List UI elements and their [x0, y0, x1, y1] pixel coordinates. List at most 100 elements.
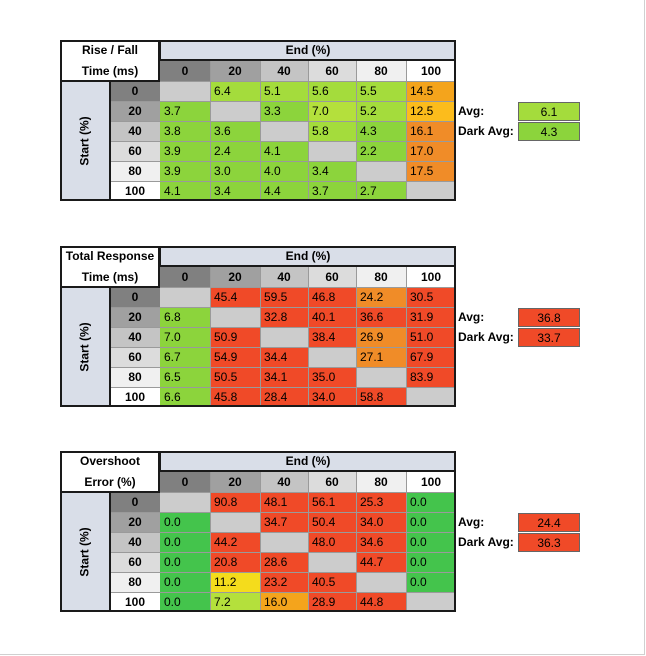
data-cell: 38.4: [308, 327, 356, 347]
data-cell: 45.8: [210, 387, 260, 407]
column-header: 20: [210, 266, 260, 287]
end-axis-label: End (%): [160, 451, 456, 471]
data-cell: 58.8: [356, 387, 406, 407]
data-cell: 0.0: [160, 592, 210, 612]
data-cell: 4.1: [260, 141, 308, 161]
data-cell: [308, 141, 356, 161]
data-cell: 32.8: [260, 307, 308, 327]
start-axis-label: Start (%): [60, 81, 110, 201]
start-axis-label-text: Start (%): [78, 322, 92, 372]
data-cell: 4.3: [356, 121, 406, 141]
data-cell: 24.2: [356, 287, 406, 307]
data-cell: 12.5: [406, 101, 456, 121]
data-cell: 30.5: [406, 287, 456, 307]
grid-line: [110, 532, 456, 533]
data-cell: 5.1: [260, 81, 308, 101]
column-header: 0: [160, 266, 210, 287]
data-cell: 54.9: [210, 347, 260, 367]
data-cell: 3.9: [160, 161, 210, 181]
data-cell: 50.4: [308, 512, 356, 532]
data-cell: 23.2: [260, 572, 308, 592]
grid-line: [110, 307, 456, 308]
data-cell: 17.5: [406, 161, 456, 181]
summary-value: 36.8: [518, 308, 580, 327]
grid-line: [406, 471, 407, 612]
data-cell: 28.9: [308, 592, 356, 612]
column-header: 0: [160, 471, 210, 492]
data-cell: 3.3: [260, 101, 308, 121]
data-cell: 0.0: [160, 572, 210, 592]
data-cell: [308, 347, 356, 367]
column-header: 80: [356, 266, 406, 287]
grid-line: [110, 387, 456, 388]
table-title-line-2: Error (%): [60, 471, 160, 492]
data-cell: 6.8: [160, 307, 210, 327]
grid-line: [260, 266, 261, 407]
data-cell: 11.2: [210, 572, 260, 592]
row-header: 40: [110, 327, 160, 347]
data-cell: 5.8: [308, 121, 356, 141]
data-cell: 34.0: [308, 387, 356, 407]
grid-line: [110, 181, 456, 182]
data-cell: [406, 181, 456, 201]
data-cell: 67.9: [406, 347, 456, 367]
data-cell: 6.7: [160, 347, 210, 367]
grid-line: [160, 266, 456, 267]
data-cell: 51.0: [406, 327, 456, 347]
data-cell: 5.6: [308, 81, 356, 101]
data-cell: 35.0: [308, 367, 356, 387]
data-cell: 0.0: [406, 572, 456, 592]
summary-value: 36.3: [518, 533, 580, 552]
data-cell: 3.4: [210, 181, 260, 201]
row-header: 0: [110, 492, 160, 512]
summary-value: 24.4: [518, 513, 580, 532]
data-cell: 36.6: [356, 307, 406, 327]
data-cell: 4.0: [260, 161, 308, 181]
grid-line: [110, 141, 456, 142]
end-axis-label: End (%): [160, 40, 456, 60]
data-cell: 3.4: [308, 161, 356, 181]
data-cell: 6.4: [210, 81, 260, 101]
row-header: 80: [110, 161, 160, 181]
total-response-table: Total Response Time (ms) End (%) 0 20 40 60 80 1…: [60, 246, 580, 409]
grid-line: [110, 347, 456, 348]
grid-line: [160, 60, 456, 61]
data-cell: 46.8: [308, 287, 356, 307]
data-cell: 7.0: [160, 327, 210, 347]
column-header: 100: [406, 266, 456, 287]
data-cell: 16.0: [260, 592, 308, 612]
grid-line: [308, 266, 309, 407]
row-header: 80: [110, 367, 160, 387]
row-header: 40: [110, 532, 160, 552]
data-cell: 90.8: [210, 492, 260, 512]
grid-line: [110, 161, 456, 162]
grid-line: [210, 266, 211, 407]
data-cell: 3.0: [210, 161, 260, 181]
row-header: 100: [110, 592, 160, 612]
column-header: 20: [210, 471, 260, 492]
row-header: 0: [110, 287, 160, 307]
grid-line: [110, 101, 456, 102]
data-cell: 17.0: [406, 141, 456, 161]
data-cell: 0.0: [160, 532, 210, 552]
data-cell: 40.1: [308, 307, 356, 327]
grid-line: [110, 327, 456, 328]
data-cell: 48.1: [260, 492, 308, 512]
data-cell: 27.1: [356, 347, 406, 367]
column-header: 60: [308, 266, 356, 287]
data-cell: 3.8: [160, 121, 210, 141]
column-header: 0: [160, 60, 210, 81]
grid-line: [110, 572, 456, 573]
table-title-line-1: Overshoot: [60, 451, 160, 471]
grid-line: [406, 60, 407, 201]
data-cell: 45.4: [210, 287, 260, 307]
row-header: 60: [110, 141, 160, 161]
summary-label: Dark Avg:: [458, 535, 514, 549]
data-cell: 25.3: [356, 492, 406, 512]
data-cell: [210, 512, 260, 532]
data-cell: 34.4: [260, 347, 308, 367]
data-cell: 3.9: [160, 141, 210, 161]
data-cell: 28.6: [260, 552, 308, 572]
column-header: 80: [356, 471, 406, 492]
